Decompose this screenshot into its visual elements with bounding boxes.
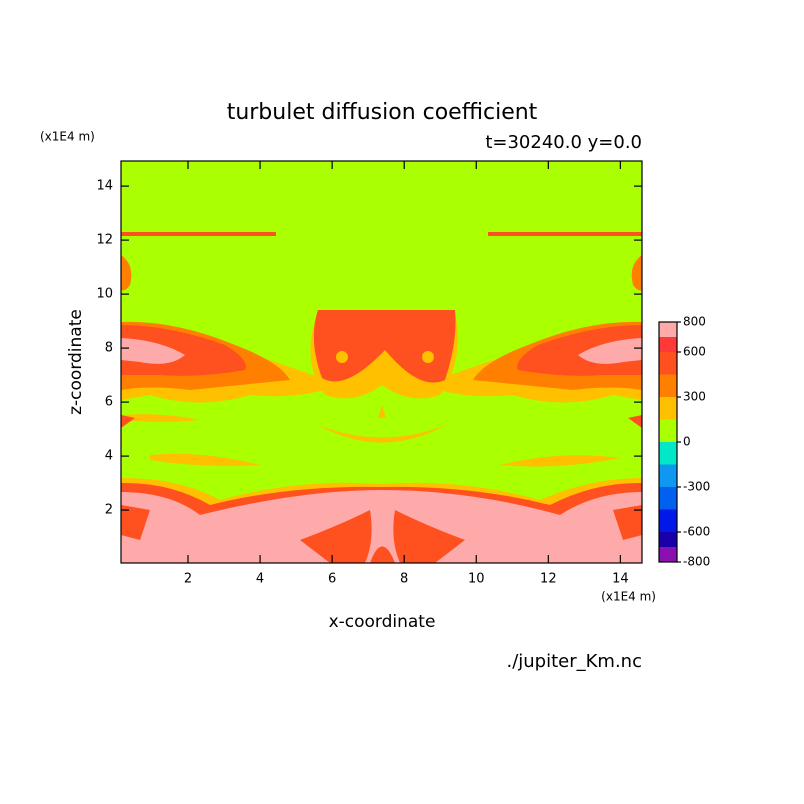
contour-region <box>378 405 386 418</box>
contour-region <box>121 255 132 291</box>
contour-region <box>422 351 434 363</box>
y-tick-label: 4 <box>105 449 113 464</box>
contour-region <box>613 505 642 540</box>
contour-region <box>370 546 395 563</box>
x-tick-label: 12 <box>540 572 557 587</box>
colorbar-band <box>659 337 677 352</box>
colorbar-tick-label: -300 <box>683 480 710 494</box>
colorbar-tick-label: 800 <box>683 315 706 329</box>
plot-frame <box>120 160 643 564</box>
contour-region <box>121 232 276 236</box>
contour-region <box>336 351 348 363</box>
colorbar-tick-label: 0 <box>683 435 691 449</box>
x-tick-label: 14 <box>612 572 629 587</box>
contour-region <box>578 338 642 364</box>
colorbar-band <box>659 532 677 547</box>
colorbar-tick-label: 300 <box>683 390 706 404</box>
y-tick-label: 12 <box>96 233 113 248</box>
colorbar-tick-label: 600 <box>683 345 706 359</box>
contour-region <box>488 232 642 236</box>
contour-region <box>628 415 642 428</box>
y-axis-label: z-coordinate <box>66 309 86 415</box>
x-tick-label: 6 <box>328 572 336 587</box>
contour-region <box>121 490 642 563</box>
colorbar-band <box>659 374 677 397</box>
colorbar-tick-label: -600 <box>683 525 710 539</box>
contour-region <box>150 453 260 466</box>
colorbar-band <box>659 464 677 487</box>
x-axis-label: x-coordinate <box>329 612 436 632</box>
contour-region <box>393 510 465 563</box>
contour-region <box>121 338 185 364</box>
y-tick-label: 2 <box>105 503 113 518</box>
contour-region <box>300 510 372 563</box>
y-tick-label: 14 <box>96 179 113 194</box>
contour-region <box>318 425 446 443</box>
x-unit: (x1E4 m) <box>601 590 656 604</box>
colorbar-band <box>659 397 677 420</box>
contour-region <box>121 415 135 428</box>
chart-title: turbulet diffusion coefficient <box>227 100 538 125</box>
colorbar-band <box>659 352 677 375</box>
chart-subtitle: t=30240.0 y=0.0 <box>485 132 642 153</box>
source-label: ./jupiter_Km.nc <box>506 651 642 672</box>
colorbar-band <box>659 442 677 465</box>
y-unit: (x1E4 m) <box>40 130 95 144</box>
y-tick-label: 10 <box>96 287 113 302</box>
colorbar-band <box>659 509 677 532</box>
contour-region <box>500 455 620 467</box>
contour-region <box>121 414 200 422</box>
colorbar-band <box>659 322 677 337</box>
x-tick-label: 4 <box>256 572 264 587</box>
y-tick-label: 8 <box>105 341 113 356</box>
contour-field <box>121 161 642 563</box>
colorbar-band <box>659 419 677 442</box>
colorbar-band <box>659 547 677 562</box>
colorbar-band <box>659 487 677 510</box>
x-tick-label: 10 <box>468 572 485 587</box>
colorbar-tick-label: -800 <box>683 555 710 569</box>
y-tick-label: 6 <box>105 395 113 410</box>
contour-region <box>313 310 456 383</box>
contour-region <box>631 255 642 291</box>
x-tick-label: 2 <box>184 572 192 587</box>
contour-region <box>121 505 150 540</box>
x-tick-label: 8 <box>400 572 408 587</box>
